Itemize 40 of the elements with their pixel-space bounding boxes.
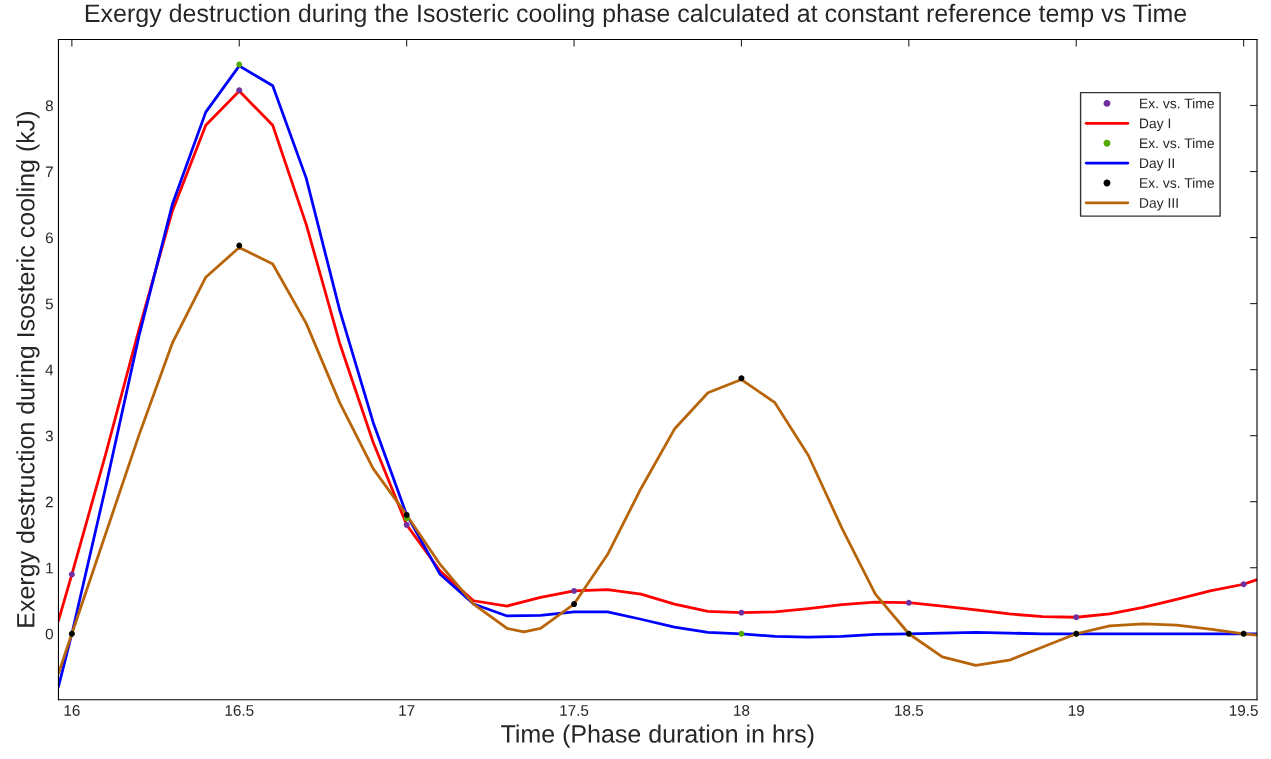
y-axis-title: Exergy destruction during Isosteric cooling (kJ)	[16, 112, 40, 627]
point	[571, 601, 577, 607]
point	[1240, 581, 1247, 588]
y-tick-label: 3	[45, 430, 53, 442]
point	[236, 87, 243, 94]
legend-label: Day II	[1140, 158, 1174, 171]
x-tick-label: 19	[1068, 705, 1085, 716]
legend-label: Ex. vs. Time	[1140, 98, 1214, 109]
point	[571, 587, 577, 594]
point	[236, 61, 243, 68]
x-tick-label: 19.5	[1229, 705, 1258, 716]
x-axis-title: Time (Phase duration in hrs)	[501, 724, 814, 748]
x-tick-label: 17	[399, 705, 415, 716]
point	[905, 599, 912, 606]
y-tick-label: 1	[46, 562, 53, 574]
x-tick-label: 18.5	[895, 705, 924, 716]
chart-title: Exergy destruction during the Isosteric cooling phase calculated at constant reference temp vs Time	[85, 3, 1187, 28]
x-tick-label: 17.5	[560, 705, 589, 716]
x-tick-label: 16.5	[225, 705, 254, 716]
legend-label: Ex. vs. Time	[1140, 137, 1214, 149]
legend-label: Day I	[1140, 118, 1171, 132]
y-tick-label: 4	[45, 364, 54, 376]
point	[738, 375, 745, 382]
point	[68, 571, 75, 578]
y-tick-label: 7	[45, 166, 53, 178]
legend-label: Day III	[1140, 198, 1178, 211]
point	[738, 630, 745, 637]
point	[738, 609, 745, 616]
point	[403, 521, 410, 528]
y-tick-label: 8	[45, 100, 53, 112]
legend-label: Ex. vs. Time	[1140, 177, 1214, 188]
point	[236, 242, 243, 249]
point	[1073, 614, 1080, 621]
y-tick-label: 5	[45, 298, 53, 310]
point	[403, 511, 410, 518]
x-tick-label: 16	[64, 705, 80, 716]
y-tick-label: 0	[45, 628, 54, 640]
y-tick-label: 6	[45, 232, 53, 244]
x-tick-label: 18	[734, 705, 750, 716]
y-tick-label: 2	[45, 496, 53, 508]
